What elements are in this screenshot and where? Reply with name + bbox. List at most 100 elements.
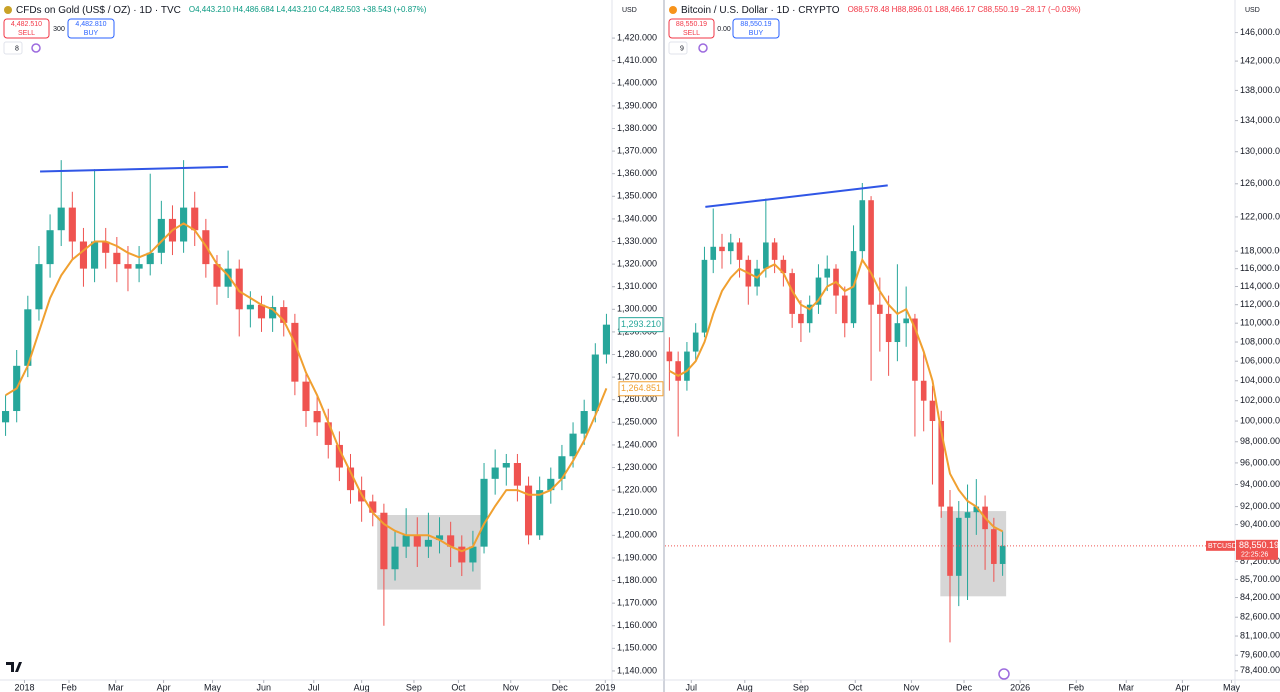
quote: O88,578.48 H88,896.01 L88,466.17 C88,550… bbox=[848, 5, 1081, 14]
candle-body bbox=[68, 207, 76, 242]
candle-body bbox=[675, 361, 681, 381]
candle-body bbox=[324, 422, 332, 445]
indicator-count: 8 bbox=[15, 45, 19, 52]
symbol-icon bbox=[4, 6, 12, 14]
y-tick-label: 1,400.000 bbox=[617, 78, 657, 88]
candle-body bbox=[710, 246, 717, 260]
candle-body bbox=[666, 351, 673, 362]
y-tick-label: 102,000.00 bbox=[1240, 395, 1280, 405]
x-tick-label: Apr bbox=[157, 682, 171, 692]
y-tick-label: 110,000.00 bbox=[1240, 318, 1280, 328]
y-tick-label: 90,400.00 bbox=[1240, 519, 1280, 529]
y-tick-label: 1,180.000 bbox=[617, 575, 657, 585]
y-tick-label: 1,270.000 bbox=[617, 371, 657, 381]
moving-average bbox=[5, 222, 608, 553]
spread: 0.00 bbox=[717, 26, 731, 33]
candle-body bbox=[458, 546, 466, 563]
y-tick-label: 138,000.00 bbox=[1240, 85, 1280, 95]
indicator-icon[interactable] bbox=[698, 43, 708, 53]
moving-average bbox=[668, 257, 1004, 533]
candle-body bbox=[991, 529, 997, 564]
candle-body bbox=[447, 535, 455, 547]
buy-button[interactable] bbox=[67, 18, 115, 39]
y-tick-label: 1,310.000 bbox=[617, 281, 657, 291]
y-tick-label: 82,600.00 bbox=[1240, 612, 1280, 622]
buy-price: 88,550.19 bbox=[740, 21, 771, 28]
buy-price: 4,482.810 bbox=[75, 21, 106, 28]
candle-body bbox=[536, 490, 544, 536]
candle-body bbox=[692, 332, 699, 352]
sell-button[interactable] bbox=[3, 18, 50, 39]
candle-body bbox=[789, 273, 795, 314]
sell-price: 88,550.19 bbox=[676, 21, 707, 28]
candle-body bbox=[24, 309, 32, 366]
x-tick-label: Nov bbox=[903, 682, 920, 692]
candle-body bbox=[868, 200, 874, 305]
candle-body bbox=[257, 304, 266, 319]
candle-body bbox=[246, 304, 254, 310]
y-tick-label: 106,000.00 bbox=[1240, 356, 1280, 366]
y-tick-label: 108,000.00 bbox=[1240, 336, 1280, 346]
trendline bbox=[40, 165, 229, 173]
candle-body bbox=[929, 400, 936, 422]
candle-body bbox=[938, 421, 945, 507]
candle-body bbox=[701, 259, 708, 333]
buy-button[interactable] bbox=[732, 18, 780, 39]
sell-button[interactable] bbox=[668, 18, 715, 39]
y-tick-label: 134,000.00 bbox=[1240, 115, 1280, 125]
title: Bitcoin / U.S. Dollar · 1D · CRYPTO bbox=[681, 5, 840, 16]
y-tick-label: 104,000.00 bbox=[1240, 375, 1280, 385]
y-tick-label: 1,330.000 bbox=[617, 236, 657, 246]
indicator-icon[interactable] bbox=[31, 43, 41, 53]
indicator-toggle[interactable] bbox=[3, 41, 23, 55]
candle-body bbox=[313, 411, 321, 423]
y-tick-label: 1,210.000 bbox=[617, 507, 657, 517]
x-tick-label: Feb bbox=[61, 682, 77, 692]
x-tick-label: Sep bbox=[793, 682, 809, 692]
candle-body bbox=[798, 313, 804, 324]
y-tick-label: 1,340.000 bbox=[617, 213, 657, 223]
sell-label: SELL bbox=[18, 30, 35, 37]
candle-body bbox=[903, 318, 909, 324]
candle-body bbox=[191, 207, 199, 231]
candle-body bbox=[335, 444, 343, 468]
candle-body bbox=[999, 545, 1006, 564]
candle-body bbox=[469, 546, 477, 563]
y-tick-label: 81,100.00 bbox=[1240, 630, 1280, 640]
indicator-toggle[interactable] bbox=[668, 41, 688, 55]
candle-body bbox=[771, 242, 778, 260]
sell-label: SELL bbox=[683, 30, 700, 37]
y-tick-label: 84,200.00 bbox=[1240, 592, 1280, 602]
candle-body bbox=[547, 478, 555, 491]
candle-body bbox=[235, 268, 243, 310]
candle-body bbox=[102, 241, 110, 253]
candle-body bbox=[57, 207, 65, 231]
candle-body bbox=[213, 264, 221, 287]
quote: O4,443.210 H4,486.684 L4,443.210 C4,482.… bbox=[189, 5, 427, 14]
candle-body bbox=[719, 246, 725, 252]
candle-body bbox=[135, 264, 143, 269]
chart-title: CFDs on Gold (US$ / OZ) · 1D · TVC O4,443… bbox=[16, 5, 427, 16]
candle-body bbox=[885, 313, 892, 343]
currency: USD bbox=[622, 7, 637, 14]
x-tick-label: Aug bbox=[737, 682, 753, 692]
candle-body bbox=[841, 295, 848, 324]
y-tick-label: 87,200.00 bbox=[1240, 556, 1280, 566]
last-price-label: 88,550.19 bbox=[1239, 540, 1279, 550]
y-tick-label: 1,410.000 bbox=[617, 55, 657, 65]
y-tick-label: 1,150.000 bbox=[617, 643, 657, 653]
alert-icon[interactable] bbox=[998, 668, 1010, 680]
y-tick-label: 78,400.00 bbox=[1240, 665, 1280, 675]
x-tick-label: Aug bbox=[354, 682, 370, 692]
y-tick-label: 142,000.00 bbox=[1240, 55, 1280, 65]
symbol-tag bbox=[1206, 540, 1235, 551]
candle-body bbox=[580, 411, 588, 434]
x-tick-label: Jun bbox=[256, 682, 271, 692]
buy-label: BUY bbox=[749, 30, 764, 37]
y-tick-label: 146,000.00 bbox=[1240, 27, 1280, 37]
candle-body bbox=[780, 259, 787, 274]
y-tick-label: 1,220.000 bbox=[617, 485, 657, 495]
y-tick-label: 1,140.000 bbox=[617, 665, 657, 675]
